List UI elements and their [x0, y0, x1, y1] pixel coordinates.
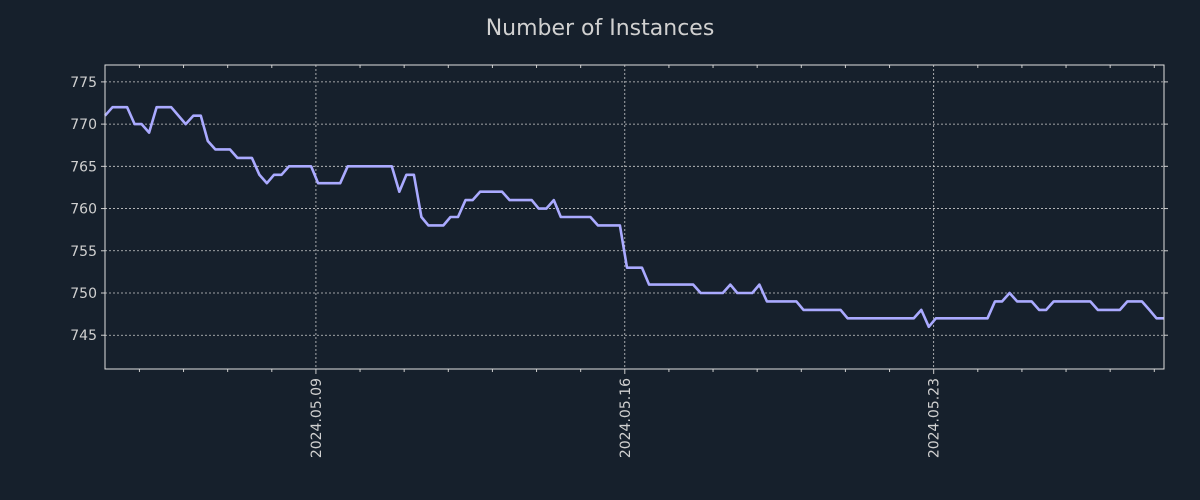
series-line-number-of-instances	[104, 105, 1164, 329]
y-tick-label: 770	[70, 117, 97, 133]
x-tick-label: 2024.05.16	[618, 378, 634, 458]
y-tick-label: 765	[70, 159, 97, 175]
x-tick-label: 2024.05.09	[309, 378, 325, 458]
y-tick-label: 760	[70, 202, 97, 218]
y-tick-label: 745	[70, 328, 97, 344]
y-tick-label: 775	[70, 75, 97, 91]
x-tick-label: 2024.05.23	[927, 378, 943, 458]
chart-title: Number of Instances	[485, 16, 715, 41]
plot-frame	[104, 64, 1165, 370]
y-tick-label: 750	[70, 286, 97, 302]
y-tick-label: 755	[70, 244, 97, 260]
